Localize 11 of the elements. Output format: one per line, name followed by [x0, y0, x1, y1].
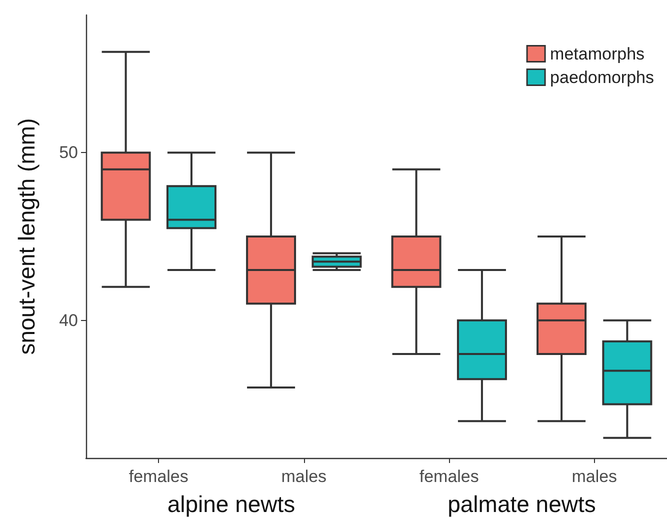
- text: palmate newts: [448, 491, 596, 517]
- legend-label: paedomorphs: [550, 68, 654, 87]
- y-tick-label: 50: [59, 143, 78, 162]
- legend-label: metamorphs: [550, 44, 645, 64]
- text: alpine newts: [167, 491, 296, 517]
- x-tick-label: females: [419, 467, 479, 486]
- y-tick-label: 40: [59, 310, 78, 330]
- x-tick-label: males: [281, 467, 327, 486]
- y-axis-title: snout-vent length (mm): [14, 118, 40, 355]
- x-tick-label: males: [572, 467, 618, 486]
- x-tick-label: females: [128, 467, 188, 486]
